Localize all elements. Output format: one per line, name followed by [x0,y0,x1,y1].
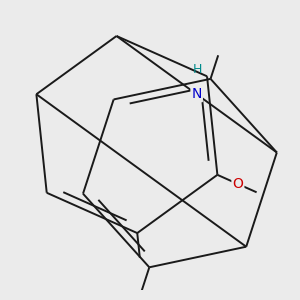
Text: H: H [193,63,202,76]
Text: N: N [191,87,202,101]
Text: O: O [232,177,243,191]
